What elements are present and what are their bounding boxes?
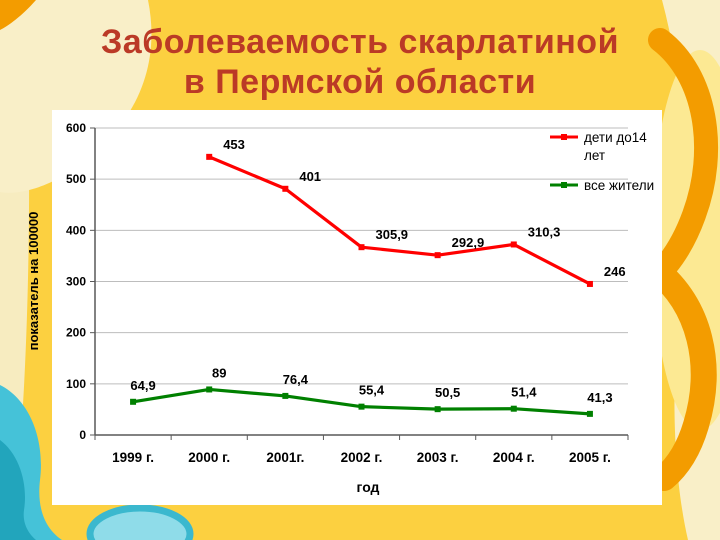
legend-label: все жители bbox=[584, 178, 654, 193]
data-label: 453 bbox=[223, 137, 245, 152]
data-point-marker bbox=[510, 241, 517, 248]
x-tick-label: 2001г. bbox=[266, 450, 304, 465]
x-tick-label: 2000 г. bbox=[188, 450, 230, 465]
data-label: 401 bbox=[299, 169, 321, 184]
slide-title-line2: в Пермской области bbox=[183, 63, 537, 101]
data-label: 292,9 bbox=[452, 235, 485, 250]
y-tick-label: 500 bbox=[66, 172, 86, 186]
data-point-marker bbox=[282, 392, 289, 399]
x-tick-label: 2005 г. bbox=[569, 450, 611, 465]
y-tick-label: 100 bbox=[66, 377, 86, 391]
data-point-marker bbox=[282, 185, 289, 192]
data-point-marker bbox=[586, 280, 593, 287]
x-tick-label: 2004 г. bbox=[493, 450, 535, 465]
chart-panel bbox=[52, 110, 662, 505]
data-label: 51,4 bbox=[511, 385, 537, 400]
y-tick-label: 400 bbox=[66, 223, 86, 237]
data-point-marker bbox=[434, 252, 441, 259]
data-point-marker bbox=[358, 403, 365, 410]
series-line bbox=[208, 155, 591, 286]
data-label: 55,4 bbox=[359, 383, 385, 398]
x-tick-label: 2003 г. bbox=[417, 450, 459, 465]
x-axis-title: год bbox=[357, 479, 380, 495]
legend-swatch-marker bbox=[561, 182, 567, 188]
legend-label: дети до14 bbox=[584, 130, 647, 145]
data-label: 305,9 bbox=[376, 227, 409, 242]
bottom-left-teal-dark bbox=[0, 440, 36, 540]
data-label: 76,4 bbox=[283, 372, 309, 387]
slide-title-line1: Заболеваемость скарлатиной bbox=[101, 23, 619, 61]
data-point-marker bbox=[206, 386, 213, 393]
right-orange-ribbon-lower bbox=[643, 257, 717, 491]
y-tick-label: 300 bbox=[66, 275, 86, 289]
top-left-cream-blob bbox=[0, 0, 152, 193]
y-axis-title: показатель на 100000 bbox=[26, 212, 41, 351]
legend-label: лет bbox=[584, 148, 605, 163]
data-point-marker bbox=[434, 406, 441, 413]
right-orange-ribbon-upper bbox=[640, 28, 719, 292]
bottom-teal-ellipse bbox=[86, 504, 194, 540]
y-tick-label: 600 bbox=[66, 121, 86, 135]
x-tick-label: 1999 г. bbox=[112, 450, 154, 465]
data-label: 50,5 bbox=[435, 385, 460, 400]
data-point-marker bbox=[510, 405, 517, 412]
y-tick-label: 200 bbox=[66, 326, 86, 340]
data-label: 64,9 bbox=[130, 378, 155, 393]
slide-title: Заболеваемость скарлатиной в Пермской об… bbox=[0, 22, 720, 102]
data-label: 41,3 bbox=[587, 390, 612, 405]
data-point-marker bbox=[130, 398, 137, 405]
top-left-orange-accent bbox=[0, 0, 36, 30]
x-tick-label: 2002 г. bbox=[341, 450, 383, 465]
data-point-marker bbox=[358, 244, 365, 251]
data-label: 246 bbox=[604, 264, 626, 279]
y-tick-label: 0 bbox=[79, 428, 86, 442]
data-point-marker bbox=[206, 153, 213, 160]
data-label: 310,3 bbox=[528, 224, 561, 239]
data-point-marker bbox=[586, 410, 593, 417]
legend-swatch-marker bbox=[561, 134, 567, 140]
data-label: 89 bbox=[212, 365, 226, 380]
